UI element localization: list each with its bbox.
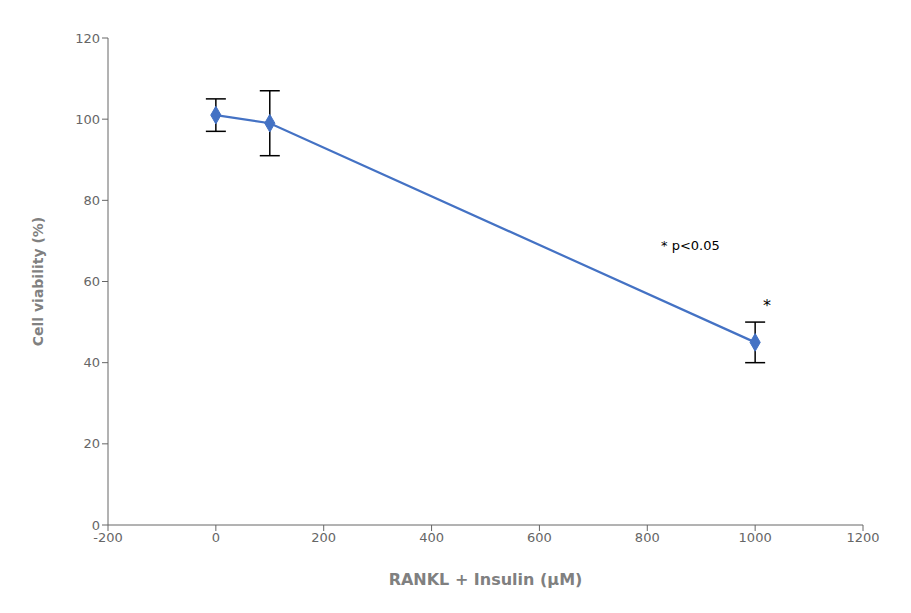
svg-text:600: 600 — [527, 530, 552, 545]
svg-text:60: 60 — [83, 274, 100, 289]
svg-text:400: 400 — [419, 530, 444, 545]
svg-text:0: 0 — [212, 530, 220, 545]
svg-text:Cell viability (%): Cell viability (%) — [30, 217, 46, 347]
svg-text:RANKL + Insulin (μM): RANKL + Insulin (μM) — [389, 570, 583, 589]
svg-text:20: 20 — [83, 436, 100, 451]
svg-text:100: 100 — [75, 112, 100, 127]
svg-text:40: 40 — [83, 355, 100, 370]
svg-text:0: 0 — [92, 518, 100, 533]
svg-text:1000: 1000 — [739, 530, 772, 545]
svg-text:1200: 1200 — [846, 530, 879, 545]
svg-text:*: * — [763, 296, 771, 315]
svg-text:120: 120 — [75, 31, 100, 46]
svg-text:-200: -200 — [93, 530, 123, 546]
svg-text:800: 800 — [635, 530, 660, 545]
svg-text:80: 80 — [83, 193, 100, 208]
svg-text:200: 200 — [311, 530, 336, 545]
svg-text:* p<0.05: * p<0.05 — [661, 238, 720, 253]
